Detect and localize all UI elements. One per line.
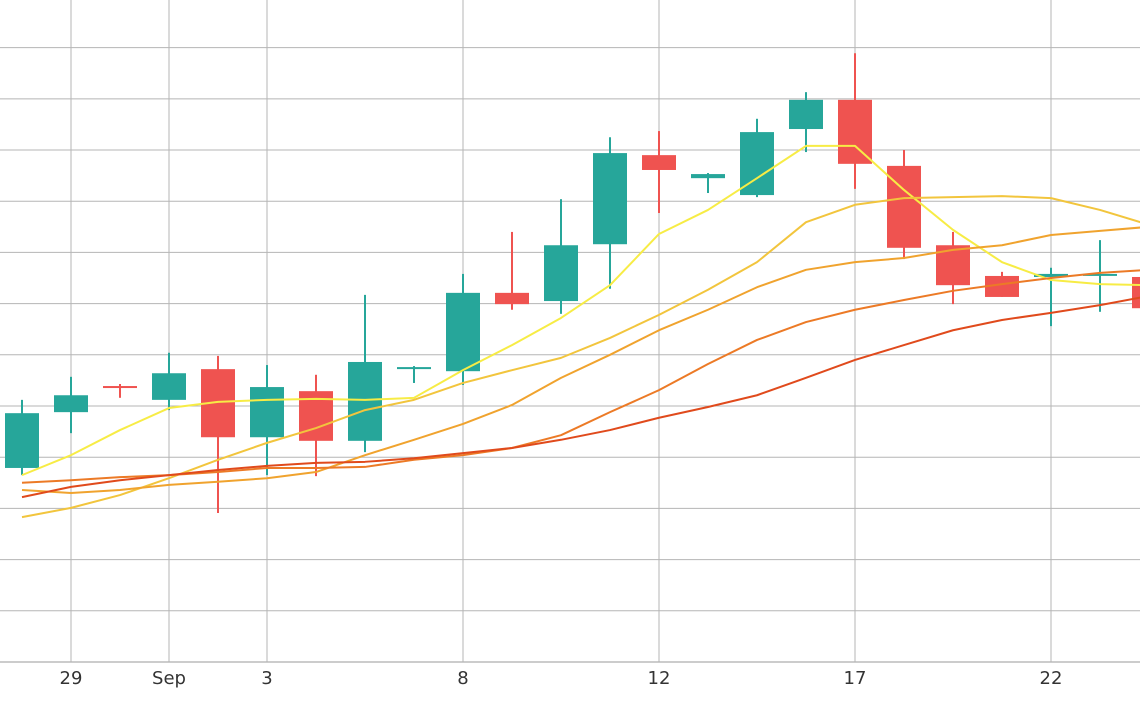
moving-average-line xyxy=(21,195,1140,519)
candle-body xyxy=(5,413,39,468)
candle-body xyxy=(54,395,88,413)
x-tick-label: 3 xyxy=(261,668,272,689)
moving-average-line xyxy=(21,296,1140,499)
x-tick-label: Sep xyxy=(152,668,186,689)
x-tick-label: 8 xyxy=(457,668,468,689)
x-tick-label: 12 xyxy=(648,668,671,689)
candle-body xyxy=(1034,273,1068,277)
moving-average-line xyxy=(21,226,1140,495)
candle-body xyxy=(691,174,725,179)
candle-body xyxy=(593,153,627,245)
candle-body xyxy=(250,387,284,438)
moving-average-line xyxy=(21,144,1140,477)
candle-body xyxy=(544,245,578,302)
candle-body xyxy=(642,155,676,170)
x-tick-label: 29 xyxy=(60,668,83,689)
moving-average-line xyxy=(21,269,1140,484)
candle-body xyxy=(103,386,137,389)
candle-body xyxy=(495,292,529,305)
candle-body xyxy=(348,361,382,441)
candle-body xyxy=(838,99,872,164)
candle-body xyxy=(1083,273,1117,276)
x-tick-label: 17 xyxy=(844,668,867,689)
candle-body xyxy=(397,367,431,370)
candle-body xyxy=(446,292,480,372)
candle-body xyxy=(789,99,823,130)
candle-body xyxy=(152,373,186,400)
candle-body xyxy=(985,275,1019,297)
candle-body xyxy=(1132,276,1140,309)
x-tick-label: 22 xyxy=(1040,668,1063,689)
